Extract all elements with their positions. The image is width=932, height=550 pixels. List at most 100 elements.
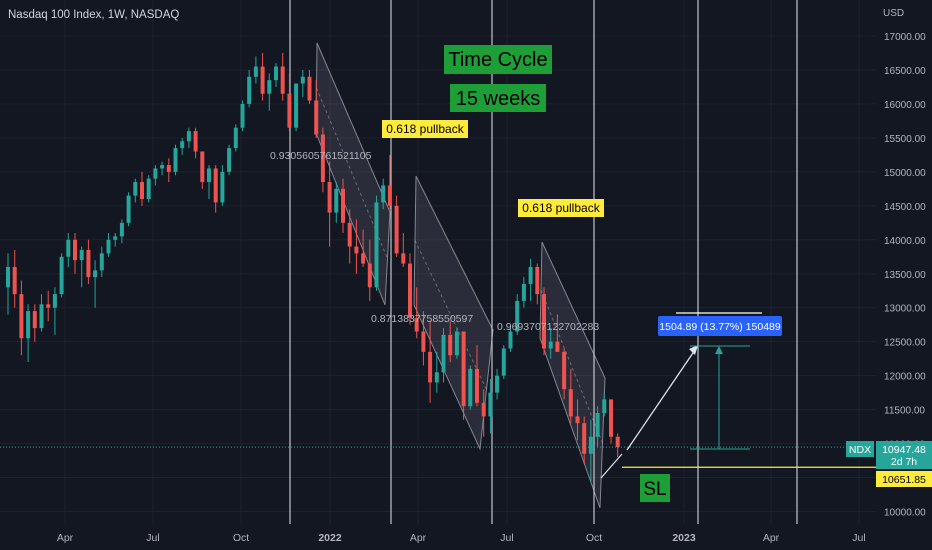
candle-body — [515, 300, 520, 332]
candle-body — [327, 182, 332, 213]
candle-body — [19, 294, 24, 339]
candle-body — [521, 283, 526, 301]
candle-body — [200, 151, 205, 183]
candle-body — [488, 392, 493, 417]
candle-body — [528, 266, 533, 284]
candle-body — [126, 195, 131, 223]
candle-body — [381, 185, 386, 203]
candle-body — [535, 266, 540, 295]
candle-body — [260, 66, 265, 94]
candle-body — [146, 178, 151, 200]
pullback-2-label: 0.618 pullback — [522, 201, 600, 215]
projection-line — [626, 346, 698, 451]
candle-body — [79, 249, 84, 261]
price-tick-label: 13500.00 — [884, 270, 926, 281]
sl-label: SL — [643, 479, 666, 500]
candle-body — [52, 294, 57, 308]
time-axis: Apr Jul Oct 2022 Apr Jul Oct 2023 Apr Jul — [57, 532, 866, 544]
time-tick-label: Oct — [586, 532, 602, 544]
candle-body — [468, 368, 473, 407]
measure-label-bg — [658, 316, 782, 336]
candle-body — [475, 368, 479, 403]
candle-body — [300, 76, 305, 84]
symbol-tag-bg — [846, 441, 874, 457]
candle-body — [153, 168, 158, 179]
time-tick-label: Apr — [410, 532, 427, 544]
candle-body — [267, 80, 272, 94]
symbol-title: Nasdaq 100 Index, 1W, NASDAQ — [8, 9, 179, 21]
fib-channel — [539, 241, 606, 509]
candle-body — [166, 165, 171, 172]
candle-body — [374, 202, 379, 288]
fib-channel — [413, 175, 494, 451]
price-tick-label: 14500.00 — [884, 202, 926, 213]
fib-channel-mid — [316, 87, 388, 259]
candle-body — [421, 331, 426, 352]
fib-ratio-1: 0.9305605761521105 — [270, 150, 372, 162]
candle-body — [227, 148, 232, 172]
last-price-bg — [876, 441, 932, 469]
price-tick-label: 14000.00 — [884, 236, 926, 247]
candle-body — [6, 266, 10, 288]
pullback-2-bg — [518, 199, 604, 217]
candle-body — [207, 168, 211, 183]
candle-body — [233, 127, 238, 149]
candle-body — [26, 311, 31, 339]
candle-body — [448, 334, 453, 356]
candle-body — [140, 182, 144, 200]
candle-body — [32, 311, 37, 329]
candle-body — [548, 341, 553, 349]
time-cycle-bg — [444, 45, 552, 74]
candle-body — [93, 270, 98, 278]
candle-body — [367, 263, 372, 288]
time-tick-label: Oct — [233, 532, 249, 544]
candle-body — [240, 103, 245, 128]
candle-body — [193, 131, 198, 152]
fib-channels — [315, 42, 606, 509]
sl-bg — [640, 474, 670, 502]
candle-body — [575, 416, 580, 424]
candle-body — [461, 331, 466, 407]
candle-body — [341, 188, 345, 223]
candle-body — [106, 239, 111, 254]
candle-body — [562, 351, 567, 390]
candle-body — [59, 256, 64, 295]
price-tick-label: 15000.00 — [884, 168, 926, 179]
last-price-tag: 10947.48 — [882, 444, 926, 456]
candle-body — [408, 263, 412, 318]
candle-body — [287, 93, 292, 128]
price-tick-label: 15500.00 — [884, 134, 926, 145]
candle-body — [495, 375, 500, 393]
candle-body — [320, 134, 325, 183]
chart-grid — [0, 0, 876, 524]
candle-body — [441, 334, 446, 373]
candle-body — [595, 413, 600, 437]
price-tick-label: 13000.00 — [884, 304, 926, 315]
candle-body — [508, 331, 513, 349]
candle-body — [274, 66, 278, 81]
support-line — [600, 453, 623, 479]
candle-body — [454, 331, 459, 356]
weeks-bg — [450, 84, 546, 112]
candle-body — [253, 66, 258, 77]
candle-body — [387, 185, 392, 206]
fib-ratio-3: 0.9693707122702283 — [497, 321, 599, 333]
time-cycle-lines — [289, 0, 798, 524]
pullback-1-bg — [382, 120, 468, 138]
candlestick-series — [6, 52, 620, 481]
candle-body — [354, 246, 359, 254]
price-tick-label: 10000.00 — [884, 508, 926, 519]
time-tick-label: 2022 — [318, 532, 342, 544]
candle-body — [186, 131, 191, 142]
weeks-label: 15 weeks — [456, 88, 541, 110]
candle-body — [542, 294, 546, 349]
measure-arrowhead — [715, 346, 723, 354]
symbol-tag: NDX — [849, 444, 871, 456]
candle-body — [555, 341, 560, 352]
currency-label: USD — [883, 8, 904, 19]
time-tick-label: Apr — [763, 532, 780, 544]
candle-body — [46, 304, 51, 308]
projection-arrowhead — [689, 345, 698, 355]
candle-body — [361, 253, 366, 264]
